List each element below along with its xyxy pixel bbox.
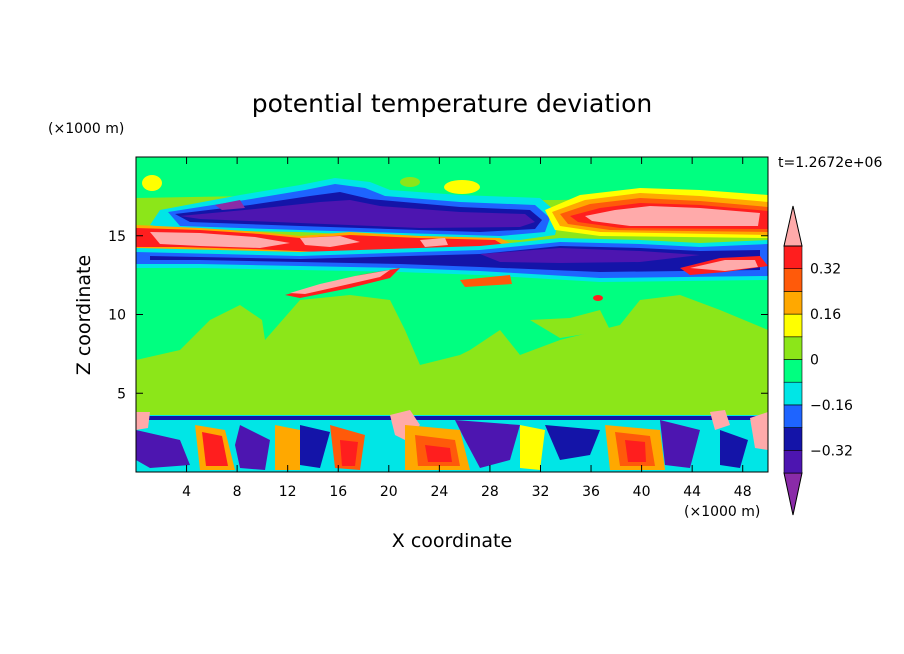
- colorbar-segment: [783, 291, 803, 315]
- contour-region: [300, 425, 330, 468]
- contour-region: [202, 432, 228, 466]
- colorbar-label: 0.32: [810, 262, 841, 278]
- x-tick-label: 4: [182, 484, 191, 500]
- contour-region: [625, 440, 646, 462]
- x-axis-label: X coordinate: [392, 530, 512, 552]
- contour-region: [690, 260, 758, 271]
- contour-region: [520, 425, 545, 470]
- lower-negative-cells: [136, 420, 748, 470]
- colorbar-label: 0.16: [810, 307, 841, 323]
- contour-region: [180, 200, 535, 228]
- colorbar-over-triangle: [783, 205, 803, 247]
- colorbar: 0.32 0.16 0 −0.16 −0.32: [783, 205, 853, 516]
- lower-positive-cells: [136, 410, 768, 470]
- colorbar-label: −0.32: [810, 443, 853, 459]
- y-tick-label: 5: [117, 386, 126, 402]
- chart-title: potential temperature deviation: [252, 89, 652, 118]
- y-unit-label: (×1000 m): [48, 121, 124, 137]
- mid-positive-regions: [136, 295, 768, 415]
- colorbar-segment: [783, 336, 803, 360]
- x-tick-label: 36: [582, 484, 600, 500]
- x-tick-label: 20: [380, 484, 398, 500]
- contour-region: [460, 275, 512, 287]
- contour-field: [136, 157, 768, 472]
- contour-region: [215, 200, 245, 210]
- x-tick-label: 8: [233, 484, 242, 500]
- contour-region: [660, 420, 700, 468]
- contour-region: [545, 425, 600, 460]
- y-axis-ticks: 5 10 15: [108, 229, 768, 402]
- contour-region: [235, 425, 270, 470]
- colorbar-label: 0: [810, 353, 819, 369]
- contour-region: [290, 270, 390, 294]
- x-tick-label: 40: [633, 484, 651, 500]
- x-tick-label: 24: [430, 484, 448, 500]
- contour-region: [593, 295, 603, 301]
- colorbar-under-triangle: [783, 472, 803, 516]
- contour-region: [300, 236, 360, 247]
- x-axis-ticks: 4 8 12 16 20 24 28 32 36 40 44 48: [182, 157, 752, 500]
- colorbar-label: −0.16: [810, 398, 853, 414]
- colorbar-segment: [783, 449, 803, 474]
- contour-region: [455, 420, 520, 468]
- y-tick-label: 15: [108, 229, 126, 245]
- colorbar-segment: [783, 359, 803, 383]
- colorbar-segment: [783, 381, 803, 406]
- colorbar-segment: [783, 313, 803, 338]
- contour-region: [136, 412, 150, 430]
- x-tick-label: 48: [734, 484, 752, 500]
- colorbar-segment: [783, 245, 803, 270]
- contour-region: [136, 295, 768, 415]
- contour-region: [400, 177, 420, 187]
- colorbar-segment: [783, 268, 803, 292]
- contour-region: [444, 180, 480, 194]
- contour-region: [340, 440, 358, 466]
- contour-region: [720, 430, 748, 468]
- x-tick-label: 16: [329, 484, 347, 500]
- contour-region: [275, 425, 300, 470]
- contour-region: [142, 175, 162, 191]
- x-tick-label: 44: [683, 484, 701, 500]
- colorbar-segment: [783, 427, 803, 451]
- contour-region: [710, 410, 730, 430]
- contour-region: [136, 430, 190, 468]
- x-tick-label: 28: [481, 484, 499, 500]
- contour-region: [136, 416, 768, 420]
- y-axis-label: Z coordinate: [73, 255, 95, 375]
- contour-region: [530, 310, 610, 338]
- contour-region: [585, 206, 760, 226]
- contour-region: [420, 238, 448, 247]
- colorbar-segment: [783, 404, 803, 428]
- time-label: t=1.2672e+06: [778, 155, 882, 171]
- contour-region: [150, 232, 290, 248]
- y-tick-label: 10: [108, 308, 126, 324]
- x-tick-label: 12: [279, 484, 297, 500]
- contour-region: [480, 248, 700, 263]
- x-tick-label: 32: [532, 484, 550, 500]
- x-unit-label: (×1000 m): [684, 504, 760, 520]
- contour-region: [425, 445, 452, 462]
- contour-region: [750, 412, 768, 450]
